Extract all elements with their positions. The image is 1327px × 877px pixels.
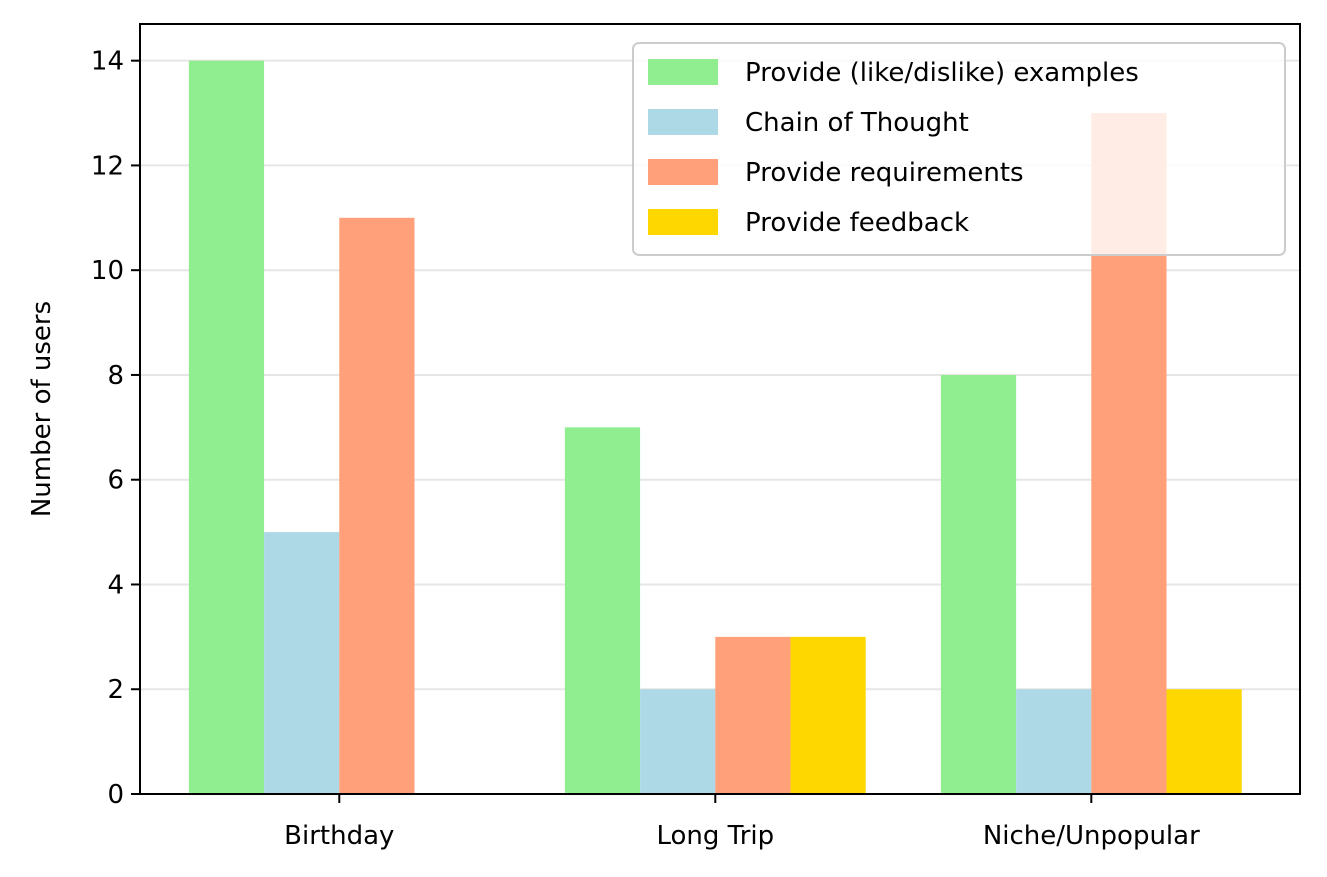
bar bbox=[791, 637, 866, 794]
x-tick-label: Birthday bbox=[284, 821, 394, 851]
bar bbox=[1016, 689, 1091, 794]
x-tick-label: Niche/Unpopular bbox=[983, 821, 1200, 851]
legend-label: Chain of Thought bbox=[745, 108, 969, 138]
y-tick-label: 4 bbox=[107, 570, 124, 600]
bar bbox=[565, 427, 640, 794]
legend-swatch bbox=[648, 209, 718, 235]
y-tick-label: 2 bbox=[107, 675, 124, 705]
legend-label: Provide requirements bbox=[745, 158, 1024, 188]
legend-swatch bbox=[648, 159, 718, 185]
bar bbox=[640, 689, 715, 794]
bar bbox=[941, 375, 1016, 794]
bar bbox=[264, 532, 339, 794]
x-axis: Birthday Long Trip Niche/Unpopular bbox=[284, 794, 1200, 851]
y-tick-label: 12 bbox=[91, 151, 124, 181]
bar bbox=[1167, 689, 1242, 794]
bar bbox=[339, 218, 414, 794]
y-tick-label: 14 bbox=[91, 47, 124, 77]
legend-swatch bbox=[648, 109, 718, 135]
y-axis-label: Number of users bbox=[27, 301, 57, 517]
y-axis: 0 2 4 6 8 10 12 14 bbox=[91, 47, 140, 810]
legend-swatch bbox=[648, 59, 718, 85]
x-tick-label: Long Trip bbox=[656, 821, 774, 851]
bar bbox=[189, 61, 264, 794]
legend-label: Provide (like/dislike) examples bbox=[745, 58, 1139, 88]
legend: Provide (like/dislike) examples Chain of … bbox=[633, 43, 1285, 255]
y-tick-label: 10 bbox=[91, 256, 124, 286]
y-tick-label: 0 bbox=[107, 780, 124, 810]
y-tick-label: 8 bbox=[107, 361, 124, 391]
y-tick-label: 6 bbox=[107, 466, 124, 496]
legend-label: Provide feedback bbox=[745, 208, 969, 238]
bar bbox=[715, 637, 790, 794]
